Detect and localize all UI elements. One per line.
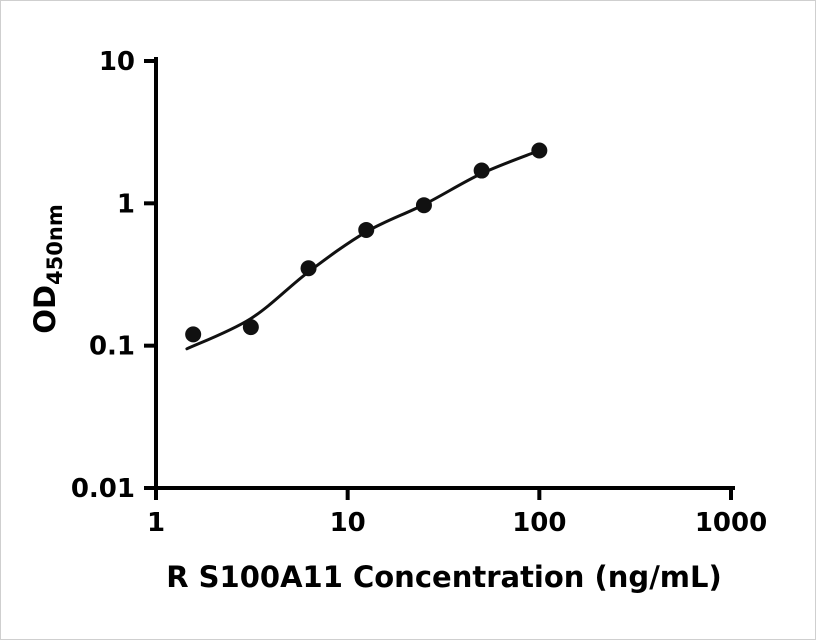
y-axis-title-subscript: 450nm xyxy=(43,204,67,285)
y-axis-title-base: OD xyxy=(28,285,62,334)
y-tick-label: 1 xyxy=(117,189,135,219)
y-tick-label: 10 xyxy=(99,47,135,77)
x-tick-label: 10 xyxy=(330,508,366,538)
data-point xyxy=(473,162,490,179)
x-axis-title: R S100A11 Concentration (ng/mL) xyxy=(166,560,722,594)
y-tick-label: 0.1 xyxy=(89,332,135,362)
data-point xyxy=(300,260,317,277)
x-tick-label: 100 xyxy=(512,508,566,538)
fit-curve xyxy=(185,149,541,351)
y-axis-title: OD450nm xyxy=(28,204,67,333)
data-point xyxy=(531,142,548,159)
data-point xyxy=(358,221,375,238)
data-point xyxy=(415,197,432,214)
data-point xyxy=(242,319,259,336)
x-tick-label: 1 xyxy=(147,508,165,538)
y-tick-label: 0.01 xyxy=(71,474,135,504)
chart-marks: 1 10 100 1000 0.01 0.1 1 10 xyxy=(71,47,767,538)
x-tick-label: 1000 xyxy=(695,508,767,538)
data-point xyxy=(185,326,202,343)
